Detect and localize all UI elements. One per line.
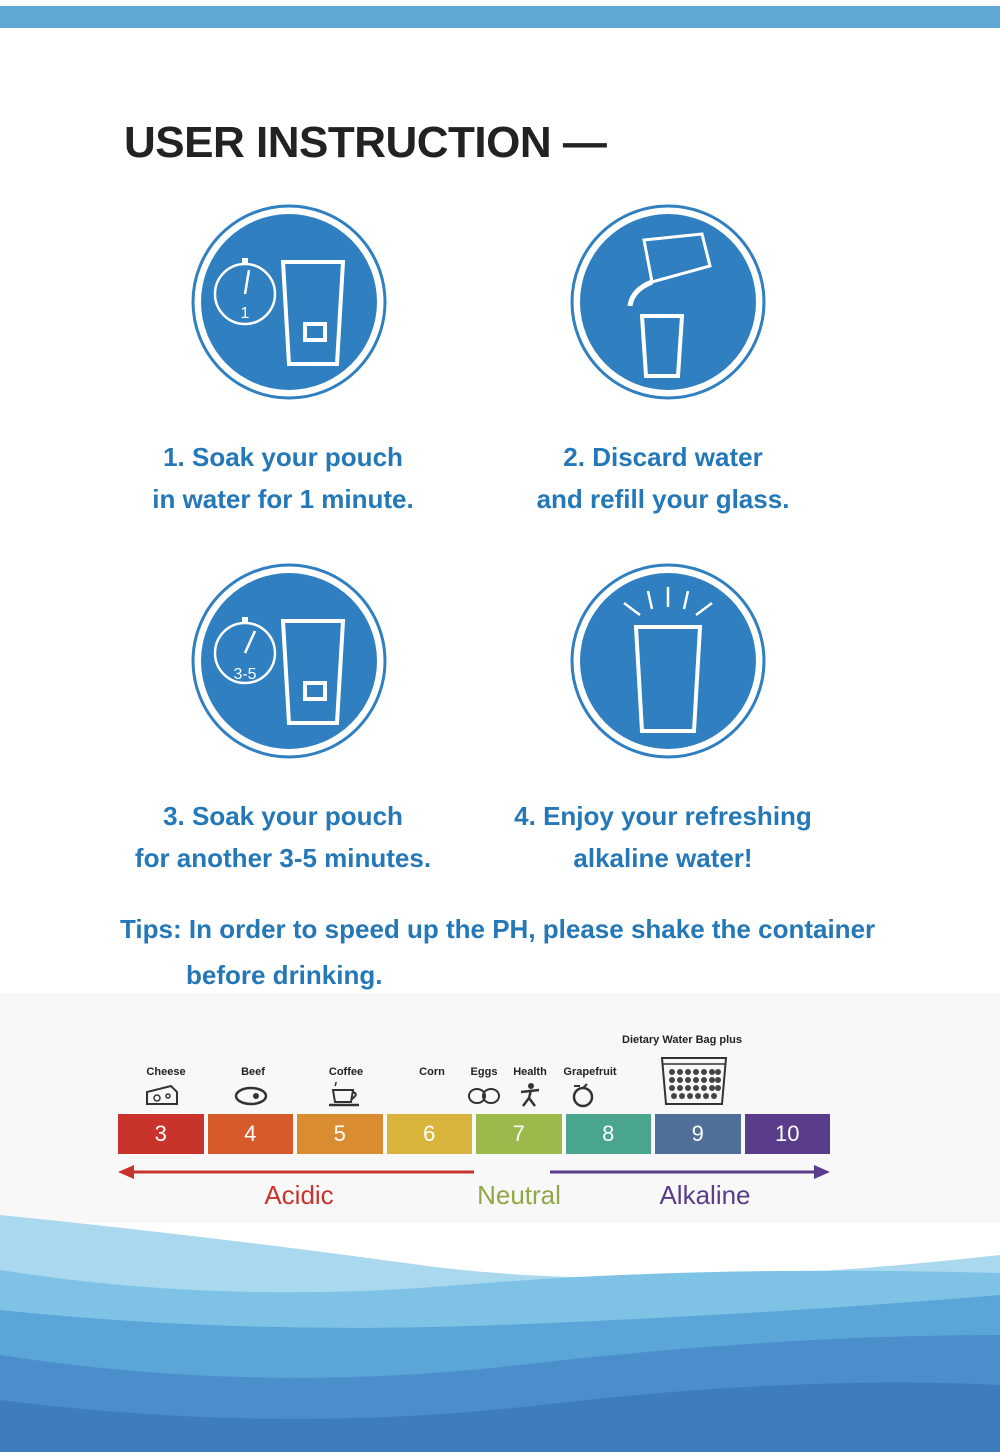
stopwatch-glass-icon: 1 [191,204,387,400]
pour-water-icon [570,204,766,400]
step-2-caption: 2. Discard water and refill your glass. [453,436,873,520]
food-label-cheese: Cheese [146,1066,185,1078]
step-1-line-1: 1. Soak your pouch [73,436,493,478]
ph-cell-7: 7 [476,1114,562,1154]
beef-icon [234,1086,268,1110]
bag-label: Dietary Water Bag plus [622,1034,742,1046]
water-bag-icon [658,1052,730,1112]
grapefruit-icon [570,1082,598,1112]
ph-scale-bar: 3 4 5 6 7 8 9 10 [118,1114,830,1154]
page-title: USER INSTRUCTION — [124,118,606,168]
ph-cell-10: 10 [745,1114,831,1154]
step-3-line-1: 3. Soak your pouch [73,795,493,837]
tips-text: Tips: In order to speed up the PH, pleas… [120,906,920,998]
step-1-line-2: in water for 1 minute. [73,478,493,520]
step-4-line-1: 4. Enjoy your refreshing [453,795,873,837]
step-3-caption: 3. Soak your pouch for another 3-5 minut… [73,795,493,879]
eggs-icon [467,1084,501,1110]
zone-label-neutral: Neutral [477,1180,561,1211]
health-icon [517,1082,543,1112]
tips-line-2: before drinking. [120,952,920,998]
zone-label-acidic: Acidic [264,1180,333,1211]
glass-sparkle-icon [570,563,766,759]
step-2-line-2: and refill your glass. [453,478,873,520]
food-label-beef: Beef [241,1066,265,1078]
ph-cell-3: 3 [118,1114,204,1154]
top-bar [0,6,1000,28]
food-label-eggs: Eggs [471,1066,498,1078]
step-4-line-2: alkaline water! [453,837,873,879]
food-label-health: Health [513,1066,547,1078]
ph-cell-9: 9 [655,1114,741,1154]
food-label-corn: Corn [419,1066,445,1078]
food-label-coffee: Coffee [329,1066,363,1078]
alkaline-arrow-head [814,1165,830,1179]
tips-line-1: Tips: In order to speed up the PH, pleas… [120,914,875,944]
cheese-icon [145,1084,179,1110]
zone-label-alkaline: Alkaline [659,1180,750,1211]
step-2-line-1: 2. Discard water [453,436,873,478]
food-label-grapefruit: Grapefruit [563,1066,616,1078]
stopwatch-glass-icon: 3-5 [191,563,387,759]
ph-cell-5: 5 [297,1114,383,1154]
ph-cell-4: 4 [208,1114,294,1154]
ph-cell-8: 8 [566,1114,652,1154]
step-4-caption: 4. Enjoy your refreshing alkaline water! [453,795,873,879]
step-3-line-2: for another 3-5 minutes. [73,837,493,879]
svg-text:1: 1 [241,305,250,322]
acidic-arrow-head [118,1165,134,1179]
coffee-icon [327,1082,361,1112]
step-1-caption: 1. Soak your pouch in water for 1 minute… [73,436,493,520]
svg-text:3-5: 3-5 [233,666,256,683]
decorative-waves [0,1215,1000,1452]
ph-cell-6: 6 [387,1114,473,1154]
